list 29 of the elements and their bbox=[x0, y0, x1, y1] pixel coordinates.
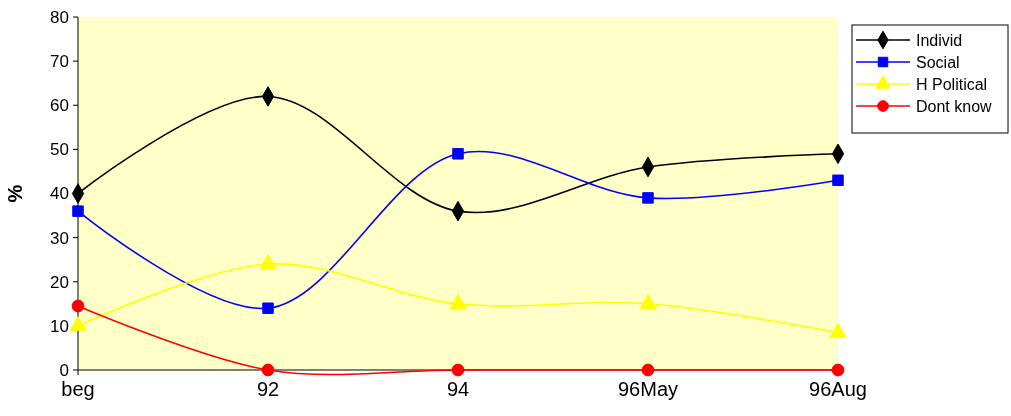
point bbox=[261, 363, 275, 377]
point bbox=[831, 363, 845, 377]
legend-label: Social bbox=[916, 53, 960, 71]
legend-label: Dont know bbox=[916, 97, 993, 115]
y-tick-label: 70 bbox=[50, 52, 69, 72]
legend-label: Individ bbox=[916, 31, 963, 49]
point bbox=[262, 302, 274, 314]
legend-label: H Political bbox=[916, 75, 988, 93]
y-tick-label: 0 bbox=[59, 360, 69, 380]
y-axis-title: % bbox=[4, 184, 26, 203]
y-tick-label: 40 bbox=[50, 184, 69, 204]
point bbox=[642, 192, 654, 204]
point bbox=[452, 148, 464, 160]
x-tick-label: 96Aug bbox=[809, 378, 867, 400]
x-tick-label: 94 bbox=[446, 378, 470, 400]
point bbox=[641, 363, 655, 377]
point bbox=[451, 363, 465, 377]
point bbox=[71, 299, 85, 313]
y-tick-label: 20 bbox=[50, 272, 69, 292]
y-tick-label: 60 bbox=[50, 96, 69, 116]
y-tick-label: 80 bbox=[50, 7, 69, 27]
y-tick-label: 10 bbox=[50, 316, 69, 336]
x-tick-label: beg bbox=[61, 378, 95, 400]
point bbox=[832, 174, 844, 187]
y-tick-label: 50 bbox=[50, 140, 69, 160]
y-tick-label: 30 bbox=[50, 228, 69, 248]
x-tick-label: 96May bbox=[617, 378, 679, 400]
x-tick-label: 92 bbox=[256, 378, 280, 400]
point bbox=[72, 205, 84, 217]
